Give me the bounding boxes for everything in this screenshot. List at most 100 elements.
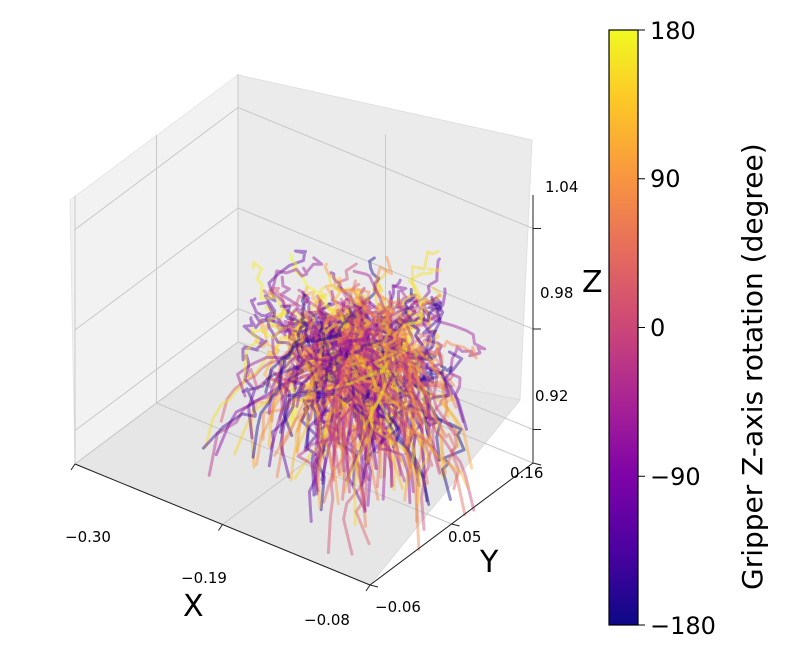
trajectory-line bbox=[383, 344, 400, 491]
trajectory-line bbox=[388, 287, 417, 401]
trajectory-line bbox=[311, 341, 352, 501]
trajectory-line bbox=[341, 358, 389, 450]
trajectory-line bbox=[337, 307, 377, 447]
trajectory-line bbox=[241, 313, 269, 440]
trajectory-line bbox=[352, 256, 381, 419]
x-tick-label: −0.30 bbox=[65, 528, 111, 546]
trajectory-line bbox=[295, 308, 367, 513]
trajectory-line bbox=[233, 355, 345, 456]
trajectory-line bbox=[316, 336, 432, 389]
trajectory-line bbox=[279, 304, 322, 497]
trajectory-line bbox=[288, 320, 338, 465]
trajectory-line bbox=[282, 344, 347, 438]
trajectory-line bbox=[321, 307, 379, 483]
trajectory-line bbox=[401, 328, 428, 417]
colorbar-tick-label: 90 bbox=[650, 165, 681, 193]
trajectory-line bbox=[395, 298, 415, 440]
trajectory-line bbox=[319, 329, 369, 464]
trajectory-line bbox=[359, 302, 381, 377]
trajectory-line bbox=[404, 287, 447, 456]
trajectory-line bbox=[289, 334, 333, 384]
z-tick-label: 1.04 bbox=[545, 178, 578, 196]
trajectory-line bbox=[204, 286, 325, 449]
trajectory-line bbox=[289, 330, 328, 482]
trajectory-line bbox=[344, 297, 394, 487]
trajectory-line bbox=[303, 339, 345, 412]
colorbar-tick-label: −90 bbox=[650, 463, 701, 491]
trajectory-line bbox=[201, 302, 333, 450]
trajectory-line bbox=[403, 362, 423, 502]
trajectory-line bbox=[344, 304, 368, 528]
trajectory-line bbox=[374, 303, 408, 418]
trajectory-line bbox=[308, 350, 423, 386]
trajectory-line bbox=[314, 352, 390, 403]
trajectory-line bbox=[317, 298, 388, 411]
trajectory-line bbox=[412, 334, 461, 491]
colorbar-label: Gripper Z-axis rotation (degree) bbox=[736, 143, 769, 590]
x-tick-label: −0.19 bbox=[181, 569, 227, 587]
trajectory-line bbox=[255, 297, 364, 466]
trajectory-line bbox=[395, 338, 426, 479]
trajectory-line bbox=[354, 305, 375, 407]
trajectory-line bbox=[329, 271, 468, 431]
colorbar-gradient bbox=[608, 29, 639, 626]
trajectory-line bbox=[325, 363, 362, 432]
trajectory-line bbox=[289, 252, 402, 409]
trajectory-line bbox=[275, 297, 357, 479]
trajectory-line bbox=[363, 324, 424, 471]
trajectory-line bbox=[264, 305, 307, 421]
trajectory-line bbox=[279, 320, 403, 434]
colorbar: 180 90 0 −90 −180 Gripper Z-axis rotatio… bbox=[608, 17, 769, 640]
trajectory-line bbox=[323, 326, 345, 457]
trajectory-line bbox=[300, 333, 445, 477]
trajectory-line bbox=[352, 269, 387, 482]
trajectory-line bbox=[297, 288, 392, 452]
trajectory-line bbox=[299, 324, 334, 432]
trajectory-line bbox=[338, 330, 430, 436]
trajectory-line bbox=[293, 290, 315, 390]
trajectory-line bbox=[261, 355, 423, 441]
y-tick-mark bbox=[451, 523, 460, 527]
trajectory-line bbox=[347, 306, 366, 442]
trajectory-line bbox=[367, 309, 396, 408]
trajectory-line bbox=[311, 357, 395, 396]
trajectory-line bbox=[267, 375, 439, 468]
trajectory-line bbox=[207, 292, 424, 477]
trajectory-line bbox=[315, 326, 336, 482]
x-tick-mark bbox=[70, 463, 76, 471]
y-tick-mark bbox=[532, 462, 542, 466]
trajectory-line bbox=[342, 294, 442, 556]
trajectory-line bbox=[420, 373, 455, 531]
trajectory-line bbox=[381, 315, 450, 419]
trajectory-line bbox=[386, 331, 447, 475]
trajectory-line bbox=[340, 334, 431, 506]
trajectory-line bbox=[267, 320, 341, 415]
trajectory-line bbox=[317, 293, 430, 505]
trajectory-line bbox=[386, 322, 427, 423]
axis-edges bbox=[70, 195, 542, 592]
trajectory-line bbox=[360, 349, 392, 445]
trajectory-line bbox=[345, 324, 419, 475]
trajectory-line bbox=[295, 332, 367, 433]
trajectory-line bbox=[366, 301, 442, 439]
trajectory-line bbox=[412, 300, 487, 423]
trajectory-line bbox=[350, 337, 440, 399]
trajectory-line bbox=[287, 364, 377, 440]
trajectory-line bbox=[354, 323, 383, 444]
x-tick-label: −0.08 bbox=[304, 611, 350, 629]
trajectory-line bbox=[380, 290, 415, 494]
trajectory-line bbox=[361, 293, 421, 434]
trajectory-line bbox=[365, 321, 392, 464]
trajectory-line bbox=[263, 249, 307, 479]
trajectory-line bbox=[336, 379, 412, 470]
trajectory-line bbox=[275, 299, 333, 409]
trajectory-line bbox=[340, 279, 382, 489]
trajectory-line bbox=[295, 311, 380, 501]
trajectory-line bbox=[274, 312, 317, 387]
trajectory-line bbox=[317, 315, 406, 483]
trajectory-line bbox=[308, 332, 417, 425]
trajectory-line bbox=[310, 312, 360, 512]
trajectory-line bbox=[351, 343, 365, 443]
trajectory-line bbox=[326, 312, 352, 554]
trajectory-line bbox=[344, 309, 396, 511]
